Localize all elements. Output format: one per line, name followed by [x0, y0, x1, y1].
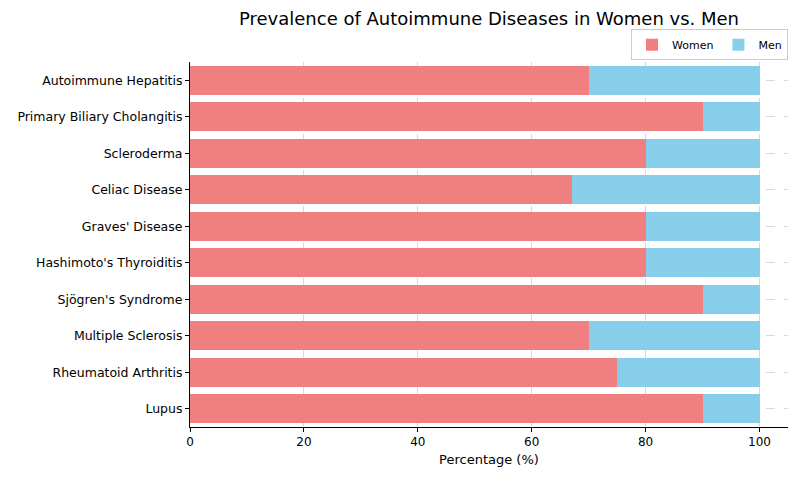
svg-text:60: 60 [524, 435, 539, 449]
svg-text:Scleroderma: Scleroderma [104, 146, 183, 161]
svg-text:Graves' Disease: Graves' Disease [82, 219, 183, 234]
svg-text:Rheumatoid Arthritis: Rheumatoid Arthritis [53, 365, 183, 380]
svg-text:20: 20 [296, 435, 311, 449]
svg-text:100: 100 [748, 435, 771, 449]
svg-text:Primary Biliary Cholangitis: Primary Biliary Cholangitis [17, 109, 182, 124]
svg-text:Hashimoto's Thyroiditis: Hashimoto's Thyroiditis [36, 255, 183, 270]
svg-text:40: 40 [410, 435, 425, 449]
svg-text:Autoimmune Hepatitis: Autoimmune Hepatitis [42, 73, 182, 88]
svg-text:Celiac Disease: Celiac Disease [91, 182, 182, 197]
svg-text:Lupus: Lupus [145, 401, 182, 416]
svg-text:80: 80 [638, 435, 653, 449]
svg-text:0: 0 [186, 435, 194, 449]
svg-text:Multiple Sclerosis: Multiple Sclerosis [74, 328, 183, 343]
svg-text:Sjögren's Syndrome: Sjögren's Syndrome [58, 292, 183, 307]
svg-text:Prevalence of Autoimmune Disea: Prevalence of Autoimmune Diseases in Wom… [239, 8, 739, 29]
svg-text:Percentage (%): Percentage (%) [439, 452, 539, 467]
svg-text:Women: Women [672, 39, 713, 52]
svg-text:Men: Men [758, 39, 781, 52]
